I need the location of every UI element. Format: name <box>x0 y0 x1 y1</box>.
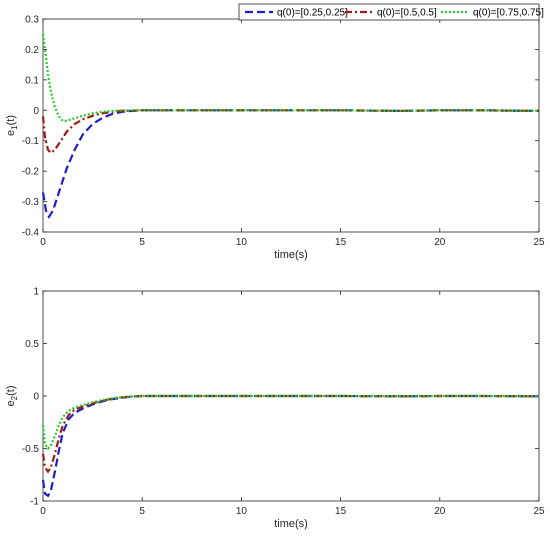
series-e2 <box>41 394 540 498</box>
y-tick-label: 1 <box>33 287 39 298</box>
y-axis-label-e1-suffix: (t) <box>5 115 17 125</box>
y-tick-label: 0.3 <box>25 15 39 26</box>
y-axis-label-e2-sub: 2 <box>10 395 19 400</box>
y-axis-label-e1: e1(t) <box>5 115 19 136</box>
y-axis-label-e2-base: e <box>5 400 17 406</box>
y-axis-label-e2: e2(t) <box>5 386 19 407</box>
y-axis-label-e1-sub: 1 <box>10 125 19 130</box>
legend-label-3: q(0)=[0.75,0.75] <box>473 8 544 19</box>
y-tick-label: -0.1 <box>22 136 40 147</box>
y-tick-label: -0.3 <box>22 197 40 208</box>
legend-label-1: q(0)=[0.25,0.25] <box>277 8 348 19</box>
x-tick-label: 10 <box>236 237 248 248</box>
y-axis-label-e1-base: e <box>5 130 17 136</box>
y-tick-label: 0 <box>33 106 39 117</box>
panel-e1: 0 5 10 15 20 25 -0.4 -0.3 -0.2 -0.1 0 0.1 0.2 0.3 ti… <box>5 15 545 262</box>
x-axis-label-e2: time(s) <box>274 518 308 530</box>
y-tick-label: -1 <box>30 497 39 508</box>
x-tick-label: 0 <box>40 506 46 517</box>
x-tick-label: 20 <box>434 506 446 517</box>
y-tick-label: -0.2 <box>22 167 40 178</box>
x-tick-label: 10 <box>236 506 248 517</box>
legend: q(0)=[0.25,0.25] q(0)=[0.5,0.5] q(0)=[0.75… <box>238 3 544 21</box>
y-tick-label: -0.4 <box>22 228 40 239</box>
series-line-3 <box>41 394 540 451</box>
plot-area-e1 <box>42 18 540 233</box>
series-e1 <box>41 34 540 220</box>
x-ticks-e1: 0 5 10 15 20 25 <box>40 19 545 248</box>
x-tick-label: 25 <box>533 237 545 248</box>
panel-e2: 0 5 10 15 20 25 -1 -0.5 0 0.5 1 time(s) e2(t) <box>5 287 545 531</box>
x-ticks-e2: 0 5 10 15 20 25 <box>40 291 545 517</box>
series-line-3 <box>41 34 540 123</box>
y-ticks-e1: -0.4 -0.3 -0.2 -0.1 0 0.1 0.2 0.3 <box>22 15 539 239</box>
y-tick-label: 0.1 <box>25 75 39 86</box>
y-tick-label: 0.2 <box>25 45 39 56</box>
y-axis-label-e2-suffix: (t) <box>5 386 17 396</box>
x-tick-label: 5 <box>139 506 145 517</box>
x-tick-label: 20 <box>434 237 446 248</box>
y-ticks-e2: -1 -0.5 0 0.5 1 <box>22 287 539 508</box>
y-tick-label: 0 <box>33 392 39 403</box>
x-tick-label: 5 <box>139 237 145 248</box>
y-tick-label: -0.5 <box>22 444 40 455</box>
y-tick-label: 0.5 <box>25 339 39 350</box>
legend-label-2: q(0)=[0.5,0.5] <box>377 8 437 19</box>
series-line-1 <box>41 109 540 220</box>
x-tick-label: 0 <box>40 237 46 248</box>
x-tick-label: 15 <box>335 237 347 248</box>
x-axis-label-e1: time(s) <box>274 249 308 261</box>
x-tick-label: 15 <box>335 506 347 517</box>
x-tick-label: 25 <box>533 506 545 517</box>
legend-box <box>238 3 540 21</box>
